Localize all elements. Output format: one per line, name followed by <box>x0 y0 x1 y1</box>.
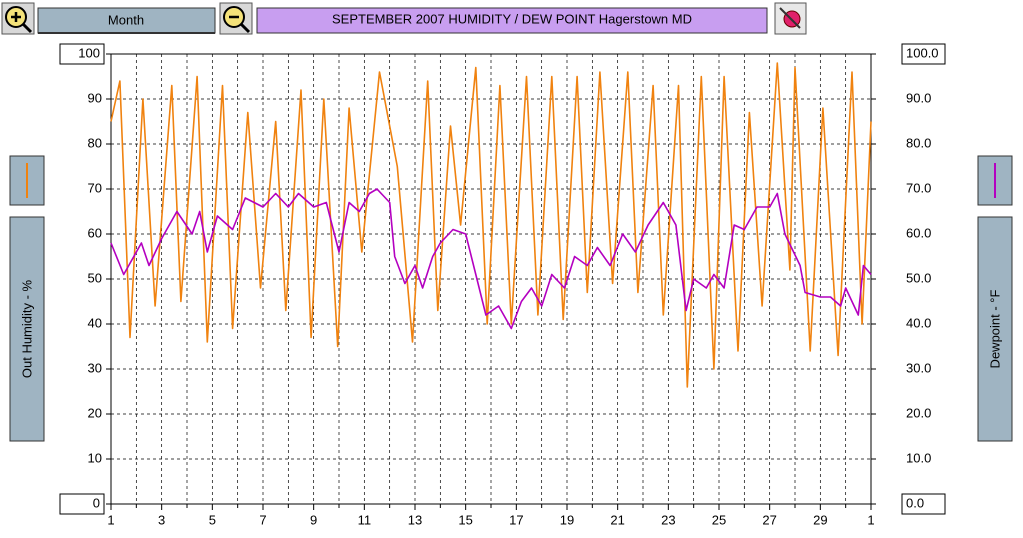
y-tick-label: 100 <box>78 45 100 60</box>
y2-tick-box <box>901 43 946 65</box>
y2-tick-label: 90.0 <box>906 90 931 105</box>
y2-tick-label: 20.0 <box>906 405 931 420</box>
y-tick-label: 60 <box>88 225 102 240</box>
y-tick-label: 20 <box>88 405 102 420</box>
y2-tick-box <box>901 493 946 515</box>
y-tick-box <box>59 43 105 65</box>
title-box <box>256 7 768 34</box>
period-label: Month <box>108 12 144 27</box>
x-tick-label: 25 <box>712 512 726 527</box>
y-tick-label: 90 <box>88 90 102 105</box>
x-tick-label: 9 <box>310 512 317 527</box>
x-tick-label: 1 <box>107 512 114 527</box>
zoom-in-button[interactable] <box>1 2 35 35</box>
x-tick-label: 17 <box>509 512 523 527</box>
x-tick-label: 7 <box>259 512 266 527</box>
x-tick-label: 5 <box>209 512 216 527</box>
zoom-out-button[interactable] <box>219 2 253 35</box>
x-tick-label: 3 <box>158 512 165 527</box>
y-tick-label: 70 <box>88 180 102 195</box>
y-tick-label: 10 <box>88 450 102 465</box>
x-tick-label: 27 <box>762 512 776 527</box>
y2-axis-label: Dewpoint - °F <box>987 289 1002 368</box>
y2-tick-label: 60.0 <box>906 225 931 240</box>
x-tick-label: 13 <box>408 512 422 527</box>
y-axis-label: Out Humidity - % <box>19 279 34 378</box>
settings-button[interactable] <box>774 2 807 35</box>
period-button[interactable]: Month <box>37 7 216 34</box>
y2-tick-label: 80.0 <box>906 135 931 150</box>
data-line <box>110 62 872 388</box>
y2-tick-label: 70.0 <box>906 180 931 195</box>
y2-tick-label: 40.0 <box>906 315 931 330</box>
y-tick-label: 80 <box>88 135 102 150</box>
y2-tick-label: 10.0 <box>906 450 931 465</box>
x-tick-label: 23 <box>661 512 675 527</box>
y-tick-label: 0 <box>93 495 100 510</box>
y-tick-label: 30 <box>88 360 102 375</box>
y2-tick-label: 100.0 <box>906 45 939 60</box>
x-tick-label: 11 <box>358 512 372 527</box>
y2-tick-label: 30.0 <box>906 360 931 375</box>
y2-tick-label: 50.0 <box>906 270 931 285</box>
y2-tick-label: 0.0 <box>906 495 924 510</box>
y-axis-label-box <box>9 216 45 442</box>
y-tick-label: 50 <box>88 270 102 285</box>
x-tick-label: 1 <box>867 512 874 527</box>
x-tick-label: 15 <box>458 512 472 527</box>
chart-title: SEPTEMBER 2007 HUMIDITY / DEW POINT Hage… <box>332 11 692 26</box>
x-tick-label: 29 <box>813 512 827 527</box>
y-tick-box <box>59 493 105 515</box>
x-tick-label: 21 <box>610 512 624 527</box>
data-line <box>110 188 872 330</box>
x-tick-label: 19 <box>560 512 574 527</box>
y-tick-label: 40 <box>88 315 102 330</box>
y2-axis-label-box <box>977 216 1013 442</box>
